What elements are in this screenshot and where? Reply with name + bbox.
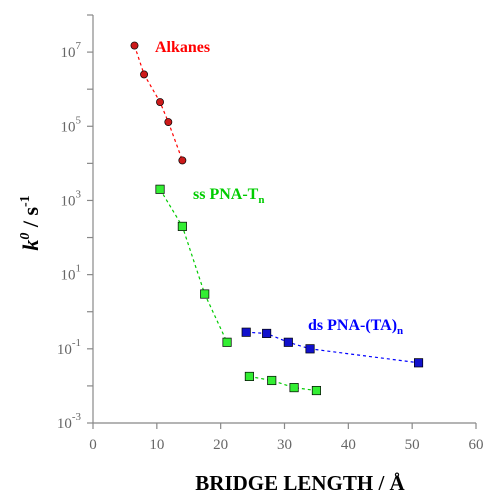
series-line-2 <box>246 331 419 364</box>
y-tick-label: 105 <box>61 114 82 135</box>
y-axis-title: k0 / s-1 <box>18 195 43 250</box>
x-tick-label: 50 <box>405 437 420 453</box>
data-point <box>200 289 210 299</box>
series-lines <box>133 45 419 392</box>
x-tick-label: 10 <box>149 437 164 453</box>
series-label-ss-pna: ss PNA-Tn <box>193 186 264 206</box>
data-point <box>156 98 164 106</box>
x-ticks: 0 10 20 30 40 50 60 <box>89 423 484 453</box>
x-axis-title: BRIDGE LENGTH / Å <box>195 471 405 495</box>
y-tick-label: 10-1 <box>57 337 81 358</box>
data-point <box>262 328 272 338</box>
data-point <box>164 118 173 126</box>
data-point <box>140 70 149 79</box>
y-tick-label: 101 <box>61 263 82 284</box>
x-tick-label: 20 <box>213 437 228 453</box>
series-label-alkanes: Alkanes <box>155 39 210 56</box>
data-point <box>177 221 187 231</box>
data-point <box>244 371 254 381</box>
data-point <box>289 383 299 393</box>
y-tick-label: 107 <box>61 40 82 61</box>
data-point <box>155 184 165 194</box>
y-tick-label: 103 <box>61 188 82 209</box>
series-label-ds-pna: ds PNA-(TA)n <box>308 317 403 337</box>
series-line-3 <box>249 375 317 392</box>
data-point <box>305 344 315 354</box>
y-tick-label: 10-3 <box>57 411 82 432</box>
data-point <box>222 337 232 347</box>
data-point <box>178 156 187 165</box>
data-point <box>267 375 277 386</box>
data-point <box>414 358 424 368</box>
series-markers <box>130 41 424 396</box>
x-tick-label: 60 <box>469 437 484 453</box>
x-tick-label: 0 <box>89 437 97 453</box>
x-tick-label: 30 <box>277 437 292 453</box>
series-line-1 <box>159 188 228 343</box>
data-point <box>311 385 321 396</box>
data-point <box>241 327 251 337</box>
x-tick-label: 40 <box>341 437 356 453</box>
y-ticks: 107 105 103 101 10-1 10-3 <box>57 14 93 432</box>
data-point <box>283 337 293 347</box>
data-point <box>130 41 139 50</box>
